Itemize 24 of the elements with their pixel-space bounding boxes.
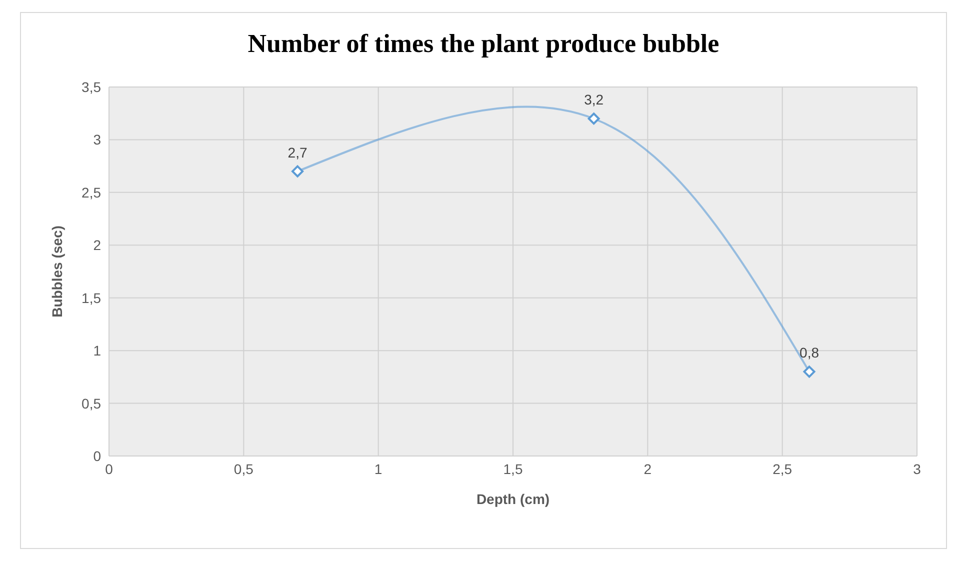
point xyxy=(292,165,304,178)
x-tick-label: 0 xyxy=(105,460,114,477)
x-tick-label: 3 xyxy=(913,460,922,477)
data-label: 0,8 xyxy=(800,344,820,361)
y-tick-label: 1 xyxy=(93,342,102,359)
y-tick-label: 3,5 xyxy=(82,78,102,95)
x-tick-label: 0,5 xyxy=(234,460,254,477)
y-tick-label: 1,5 xyxy=(82,290,102,306)
x-tick-label: 1,5 xyxy=(503,460,523,477)
point xyxy=(803,366,816,378)
y-tick-label: 0,5 xyxy=(82,395,102,412)
x-tick-label: 2 xyxy=(644,460,652,477)
x-tick-label: 1 xyxy=(374,460,382,477)
point xyxy=(588,112,600,125)
data-label: 2,7 xyxy=(288,144,308,160)
chart-title: Number of times the plant produce bubble xyxy=(246,29,720,59)
y-tick-label: 0 xyxy=(93,448,102,464)
x-tick-label: 2,5 xyxy=(772,460,792,477)
y-axis-title: Bubbles (sec) xyxy=(48,226,65,318)
x-axis-title: Depth (cm) xyxy=(476,491,550,507)
y-tick-label: 3 xyxy=(93,132,102,148)
y-tick-label: 2 xyxy=(93,237,102,254)
y-tick-label: 2,5 xyxy=(82,184,102,200)
data-label: 3,2 xyxy=(584,92,604,108)
